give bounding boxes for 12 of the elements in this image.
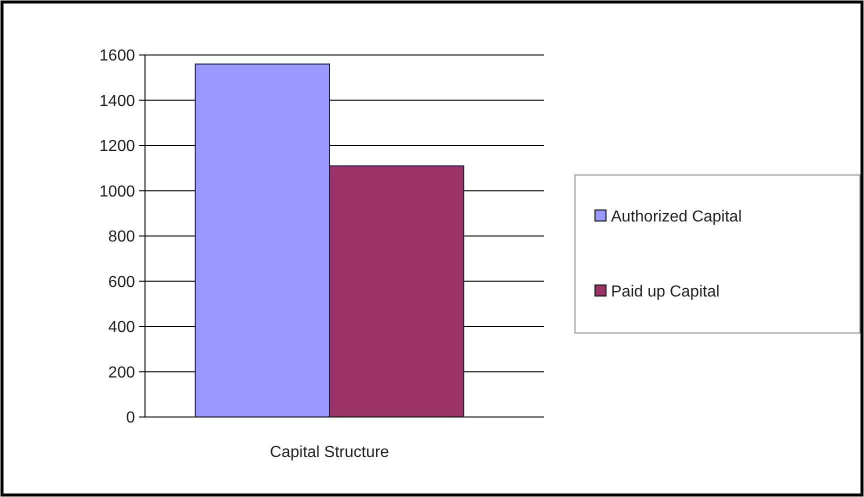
y-tick-label: 0 <box>126 410 136 427</box>
y-tick-label: 1400 <box>99 92 136 110</box>
y-tick-label: 1000 <box>99 183 136 200</box>
legend-label: Paid up Capital <box>611 284 720 301</box>
y-tick-label: 1200 <box>99 138 136 156</box>
y-tick-label: 1600 <box>99 48 136 65</box>
x-tick-label: Capital Structure <box>270 444 390 461</box>
y-tick-label: 800 <box>108 228 136 246</box>
y-tick-label: 600 <box>108 274 136 291</box>
legend-label: Authorized Capital <box>611 208 742 226</box>
y-tick-label: 200 <box>108 364 136 382</box>
y-tick-label: 400 <box>108 319 136 336</box>
